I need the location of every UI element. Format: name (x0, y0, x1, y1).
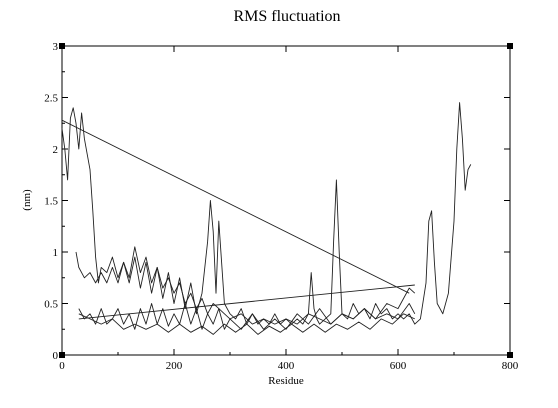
chart-title: RMS fluctuation (233, 8, 340, 25)
y-tick-label: 3 (53, 41, 59, 53)
axis-ticks: 0 200 400 600 800 0 0.5 1 1.5 2 2.5 3 (44, 41, 519, 372)
series-line-4 (78, 313, 415, 335)
x-tick-label: 200 (166, 360, 183, 372)
series-line-3 (78, 287, 416, 330)
y-tick-label: 0 (53, 350, 59, 362)
y-tick-label: 1.5 (44, 196, 58, 208)
series-line-1 (61, 102, 472, 325)
series-line-6 (78, 284, 415, 320)
y-tick-label: 2 (53, 144, 59, 156)
plot-frame (61, 45, 511, 356)
y-tick-label: 2.5 (44, 93, 58, 105)
y-axis-title: (nm) (21, 189, 33, 211)
y-tick-label: 0.5 (44, 299, 58, 311)
y-tick-label: 1 (53, 247, 59, 259)
x-axis-title: Residue (268, 375, 304, 387)
series-line-2 (75, 246, 416, 325)
x-tick-label: 600 (390, 360, 407, 372)
x-tick-label: 400 (278, 360, 295, 372)
x-tick-label: 800 (502, 360, 519, 372)
series-line-5 (61, 119, 410, 294)
x-tick-label: 0 (59, 360, 65, 372)
data-series (61, 102, 472, 335)
